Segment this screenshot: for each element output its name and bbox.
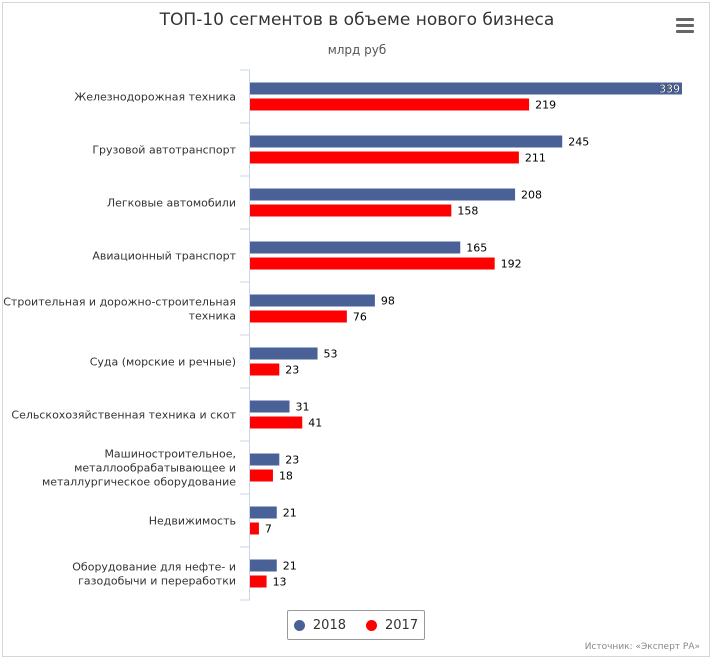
category-label: Недвижимость [149,515,236,528]
category-label: Грузовой автотранспорт [92,144,236,157]
data-label-2017: 41 [308,417,322,430]
data-label-2017: 192 [501,258,522,271]
bar-2018 [250,400,290,413]
legend-item-2017[interactable]: 2017 [366,618,418,633]
category-label-line: Сельскохозяйственная техника и скот [11,409,236,422]
data-label-2018: 23 [285,454,299,467]
data-label-2017: 76 [353,311,367,324]
bar-2018 [250,188,516,201]
data-label-2017: 219 [535,99,556,112]
bar-2017 [250,151,519,164]
bar-2017 [250,416,303,429]
hamburger-menu-icon[interactable] [676,18,694,34]
category-label-line: Авиационный транспорт [92,250,236,263]
category-label: Суда (морские и речные) [90,356,236,369]
category-label-line: металлургическое оборудование [42,476,236,489]
category-label: Железнодорожная техника [74,91,236,104]
bar-2018 [250,294,375,307]
bar-2017 [250,575,267,588]
category-label: Оборудование для нефте- и газодобычи и пе… [72,561,236,588]
data-label-2018: 339 [659,83,680,96]
category-label-line: Машиностроительное, [104,448,236,461]
category-label-line: металлообрабатывающее и [74,462,236,475]
data-label-2018: 98 [381,295,395,308]
bar-2018 [250,453,280,466]
data-label-2018: 21 [283,560,297,573]
bar-2018 [250,347,318,360]
data-label-2017: 13 [273,576,287,589]
bar-2017 [250,522,259,535]
category-label-line: Суда (морские и речные) [90,356,236,369]
category-label-line: техника [189,310,236,323]
category-label: Машиностроительное, металлообрабатывающее… [42,448,236,489]
data-label-2018: 31 [296,401,310,414]
data-label-2018: 21 [283,507,297,520]
legend-label-2018: 2018 [312,617,346,633]
category-label-line: Грузовой автотранспорт [92,144,236,157]
source-credit: Источник: «Эксперт РА» [584,642,700,652]
legend: 2018 2017 [287,610,425,640]
chart-title: ТОП-10 сегментов в объеме нового бизнеса [159,10,555,30]
bar-2017 [250,98,530,111]
bar-2017 [250,363,280,376]
category-label: Авиационный транспорт [92,250,236,263]
bar-2018 [250,506,277,519]
legend-label-2017: 2017 [385,617,419,633]
data-label-2017: 158 [457,205,478,218]
category-label-line: Недвижимость [149,515,236,528]
legend-marker-2017 [366,619,377,631]
category-label-line: Легковые автомобили [107,197,236,210]
category-label: Легковые автомобили [107,197,236,210]
data-label-2018: 245 [568,136,589,149]
bar-2017 [250,310,347,323]
bar-2018 [250,559,277,572]
category-label: Сельскохозяйственная техника и скот [11,409,236,422]
chart-subtitle: млрд руб [327,43,387,57]
category-label-line: Оборудование для нефте- и [72,561,236,574]
data-label-2018: 208 [521,189,542,202]
bar-2017 [250,257,495,270]
data-label-2018: 165 [466,242,487,255]
legend-item-2018[interactable]: 2018 [293,617,346,633]
bar-2017 [250,469,273,482]
category-label-line: Железнодорожная техника [74,91,236,104]
category-label: Строительная и дорожно-строительная техни… [3,296,236,323]
data-label-2018: 53 [324,348,338,361]
bar-2017 [250,204,452,217]
bar-2018 [250,135,563,148]
data-label-2017: 23 [285,364,299,377]
bar-2018 [250,82,682,95]
category-label-line: газодобычи и переработки [78,575,236,588]
data-label-2017: 18 [279,470,293,483]
bar-2018 [250,241,461,254]
category-label-line: Строительная и дорожно-строительная [3,296,236,309]
data-label-2017: 7 [265,523,272,536]
legend-marker-2018 [293,619,305,631]
data-label-2017: 211 [525,152,546,165]
